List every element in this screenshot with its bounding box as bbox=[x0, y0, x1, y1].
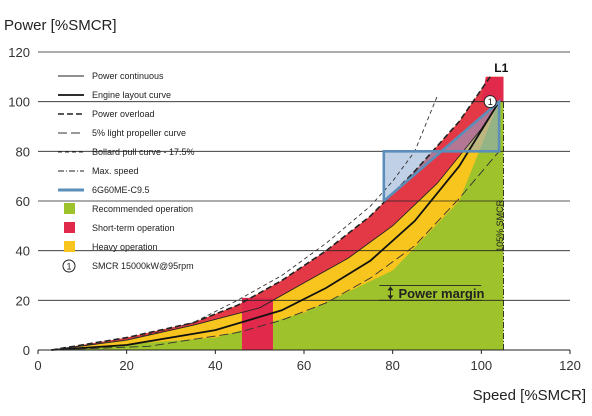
x-tick-label: 20 bbox=[119, 358, 133, 373]
short-term-band bbox=[51, 76, 500, 351]
legend-circle-number: 1 bbox=[66, 262, 71, 272]
curve-bollard-pull-curve-17-5 bbox=[51, 96, 438, 351]
legend-label: 5% light propeller curve bbox=[92, 128, 186, 138]
y-tick-label: 80 bbox=[16, 144, 30, 159]
x-tick-label: 0 bbox=[34, 358, 41, 373]
legend-label: Power overload bbox=[92, 109, 155, 119]
x-tick-label: 40 bbox=[208, 358, 222, 373]
y-tick-label: 120 bbox=[8, 45, 30, 60]
legend-label: Bollard pull curve - 17.5% bbox=[92, 147, 195, 157]
curve-power-overload bbox=[51, 76, 491, 351]
legend-label: Heavy operation bbox=[92, 242, 158, 252]
x-axis-title: Speed [%SMCR] bbox=[473, 387, 586, 404]
legend: Power continuous Engine layout curve Power… bbox=[58, 71, 195, 273]
legend-label: Short-term operation bbox=[92, 223, 175, 233]
legend-circle-marker bbox=[62, 259, 76, 273]
short-term-strip bbox=[241, 297, 273, 350]
y-axis-title: Power [%SMCR] bbox=[4, 17, 117, 34]
curves bbox=[51, 76, 504, 351]
y-tick-label: 60 bbox=[16, 194, 30, 209]
x-tick-label: 100 bbox=[470, 358, 492, 373]
axes: 0 20 40 60 80 100 120 0 20 40 60 80 100 120 bbox=[8, 45, 581, 373]
l1-label: L1 bbox=[494, 61, 508, 75]
power-margin-label: Power margin bbox=[398, 286, 484, 301]
l1-red-cap bbox=[481, 76, 504, 102]
legend-label: Engine layout curve bbox=[92, 90, 171, 100]
legend-label: 6G60ME-C9.5 bbox=[92, 185, 150, 195]
curve-5-light-propeller-curve bbox=[51, 151, 500, 351]
max-speed-label: 105% SMCR bbox=[495, 199, 505, 252]
y-tick-label: 20 bbox=[16, 293, 30, 308]
curve-6g60me-c9-5 bbox=[382, 98, 501, 202]
x-tick-label: 80 bbox=[385, 358, 399, 373]
y-tick-label: 0 bbox=[23, 343, 30, 358]
x-tick-label: 120 bbox=[559, 358, 581, 373]
y-tick-label: 100 bbox=[8, 95, 30, 110]
legend-label: Power continuous bbox=[92, 71, 164, 81]
curve-engine-layout-curve bbox=[51, 101, 500, 351]
legend-swatch bbox=[64, 241, 75, 252]
x-tick-label: 60 bbox=[297, 358, 311, 373]
smcr-point-number: 1 bbox=[488, 97, 493, 107]
power-margin-arrow-down bbox=[387, 295, 394, 300]
legend-label: Recommended operation bbox=[92, 204, 193, 214]
legend-swatch bbox=[64, 203, 75, 214]
curve-power-continuous bbox=[51, 101, 500, 351]
power-margin-arrow-up bbox=[387, 286, 394, 291]
legend-label: Max. speed bbox=[92, 166, 139, 176]
legend-label: SMCR 15000kW@95rpm bbox=[92, 261, 194, 271]
y-tick-label: 40 bbox=[16, 244, 30, 259]
annotations: L1 1 105% SMCR Power margin bbox=[379, 61, 509, 301]
legend-swatch bbox=[64, 222, 75, 233]
smcr-point-marker bbox=[483, 95, 497, 109]
gridlines bbox=[38, 51, 570, 301]
